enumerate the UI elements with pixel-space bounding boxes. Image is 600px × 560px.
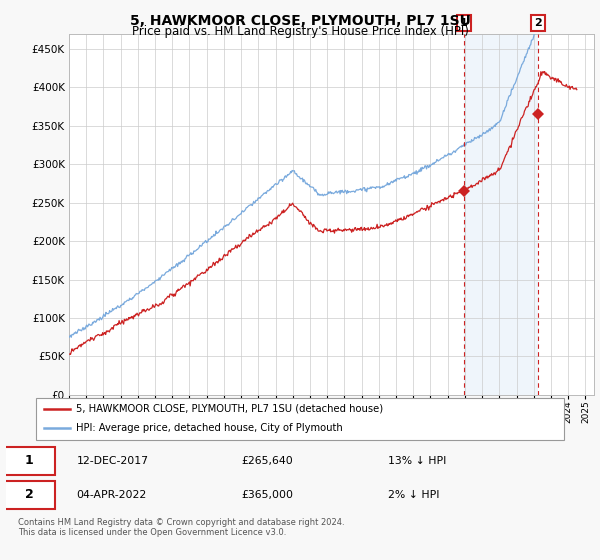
Text: 2% ↓ HPI: 2% ↓ HPI bbox=[388, 490, 440, 500]
Text: 12-DEC-2017: 12-DEC-2017 bbox=[77, 456, 149, 465]
Text: Contains HM Land Registry data © Crown copyright and database right 2024.
This d: Contains HM Land Registry data © Crown c… bbox=[18, 518, 344, 538]
Text: 1: 1 bbox=[25, 454, 34, 467]
Text: Price paid vs. HM Land Registry's House Price Index (HPI): Price paid vs. HM Land Registry's House … bbox=[131, 25, 469, 38]
Text: 5, HAWKMOOR CLOSE, PLYMOUTH, PL7 1SU (detached house): 5, HAWKMOOR CLOSE, PLYMOUTH, PL7 1SU (de… bbox=[76, 404, 383, 414]
Text: 1: 1 bbox=[460, 18, 468, 28]
Text: 2: 2 bbox=[534, 18, 542, 28]
Bar bbox=[464, 34, 538, 395]
Text: £265,640: £265,640 bbox=[241, 456, 293, 465]
Text: £365,000: £365,000 bbox=[241, 490, 293, 500]
FancyBboxPatch shape bbox=[3, 481, 55, 509]
Text: 5, HAWKMOOR CLOSE, PLYMOUTH, PL7 1SU: 5, HAWKMOOR CLOSE, PLYMOUTH, PL7 1SU bbox=[130, 14, 470, 28]
FancyBboxPatch shape bbox=[3, 447, 55, 475]
Text: 04-APR-2022: 04-APR-2022 bbox=[77, 490, 147, 500]
Text: 2: 2 bbox=[25, 488, 34, 501]
Text: HPI: Average price, detached house, City of Plymouth: HPI: Average price, detached house, City… bbox=[76, 423, 343, 433]
Text: 13% ↓ HPI: 13% ↓ HPI bbox=[388, 456, 446, 465]
